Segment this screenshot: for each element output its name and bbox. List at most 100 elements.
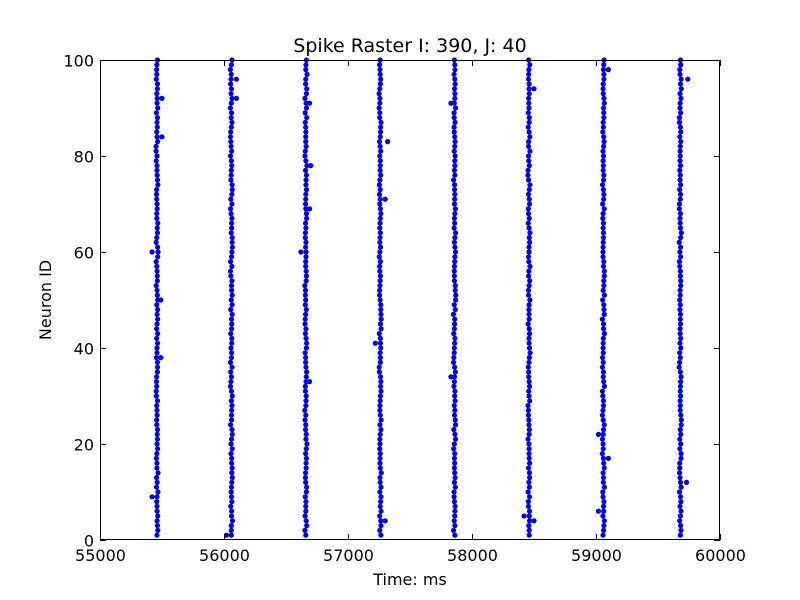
spike-point	[302, 331, 308, 337]
spike-point	[600, 91, 606, 97]
spike-point	[452, 105, 459, 111]
spike-point	[155, 470, 161, 476]
spike-point	[677, 263, 683, 269]
spike-point	[228, 374, 235, 380]
spike-point	[526, 307, 532, 313]
spike-point	[303, 196, 309, 202]
spike-point	[677, 287, 683, 293]
spike-point	[302, 417, 308, 423]
spike-point	[451, 263, 458, 269]
spike-point	[678, 129, 684, 135]
spike-point	[154, 460, 160, 466]
spike-point	[600, 403, 607, 409]
spike-point	[451, 129, 457, 135]
spike-point	[303, 345, 310, 351]
spike-point	[377, 71, 383, 77]
spike-point	[452, 503, 458, 509]
spike-point	[155, 307, 161, 313]
spike-point	[525, 110, 531, 116]
spike-point	[376, 139, 383, 145]
spike-point	[229, 187, 235, 193]
spike-point	[451, 494, 457, 500]
x-tick-label: 57000	[323, 546, 374, 565]
spike-point	[302, 201, 309, 207]
spike-point	[450, 177, 457, 183]
spike-point	[378, 326, 384, 332]
spike-point	[452, 134, 458, 140]
spike-point	[303, 503, 309, 509]
spike-point	[227, 153, 234, 159]
spike-point	[306, 100, 313, 106]
spike-point	[302, 321, 308, 327]
spike-point	[378, 302, 384, 308]
spike-point	[451, 455, 458, 461]
spike-point	[302, 475, 309, 481]
spike-point	[451, 441, 457, 447]
spike-point	[228, 379, 234, 385]
spike-point	[526, 355, 532, 361]
spike-point	[377, 403, 383, 409]
spike-point	[526, 465, 532, 471]
spike-point	[525, 206, 531, 212]
spike-point	[377, 451, 383, 457]
spike-point	[229, 335, 235, 341]
spike-point	[155, 105, 161, 111]
spike-point	[678, 283, 684, 289]
spike-point	[229, 427, 235, 433]
spike-point	[303, 225, 309, 231]
spike-point	[376, 191, 383, 197]
spike-point	[153, 259, 159, 265]
spike-point	[452, 460, 458, 466]
spike-point	[377, 95, 383, 101]
spike-point	[599, 182, 606, 188]
spike-point	[377, 273, 383, 279]
spike-point	[678, 431, 684, 437]
spike-point	[378, 523, 384, 529]
spike-point	[377, 350, 383, 356]
spike-point	[154, 403, 160, 409]
spike-point	[302, 513, 308, 519]
spike-point	[154, 412, 160, 418]
spike-point	[304, 86, 310, 92]
spike-point	[600, 119, 606, 125]
spike-point	[382, 518, 388, 524]
spike-point	[677, 163, 684, 169]
spike-point	[378, 345, 384, 351]
spike-point	[377, 187, 383, 193]
spike-point	[153, 143, 159, 149]
spike-point	[599, 388, 606, 394]
spike-point	[154, 273, 160, 279]
spike-point	[525, 407, 531, 413]
spike-point	[154, 369, 160, 375]
spike-point	[376, 364, 382, 370]
spike-point	[229, 518, 236, 524]
spike-point	[677, 187, 683, 193]
spike-point	[155, 489, 161, 495]
spike-markers	[149, 57, 691, 538]
spike-point	[600, 254, 606, 260]
spike-point	[227, 81, 234, 87]
spike-point	[600, 417, 606, 423]
spike-point	[377, 479, 383, 485]
spike-point	[452, 431, 458, 437]
spike-point	[678, 455, 684, 461]
spike-point	[452, 67, 458, 73]
spike-point	[525, 403, 531, 409]
spike-point	[601, 484, 608, 490]
spike-point	[526, 383, 533, 389]
spike-point	[452, 307, 458, 313]
spike-point	[303, 76, 309, 82]
spike-point	[600, 407, 606, 413]
spike-point	[154, 422, 160, 428]
spike-point	[158, 297, 164, 303]
spike-point	[154, 81, 161, 87]
spike-point	[451, 225, 457, 231]
y-axis-ticks: 0 20 40 60 80 100	[63, 52, 720, 551]
spike-point	[453, 292, 459, 298]
spike-point	[678, 62, 684, 68]
spike-point	[526, 129, 532, 135]
y-tick-label: 20	[74, 436, 94, 455]
spike-point	[452, 143, 458, 149]
spike-point	[154, 427, 161, 433]
